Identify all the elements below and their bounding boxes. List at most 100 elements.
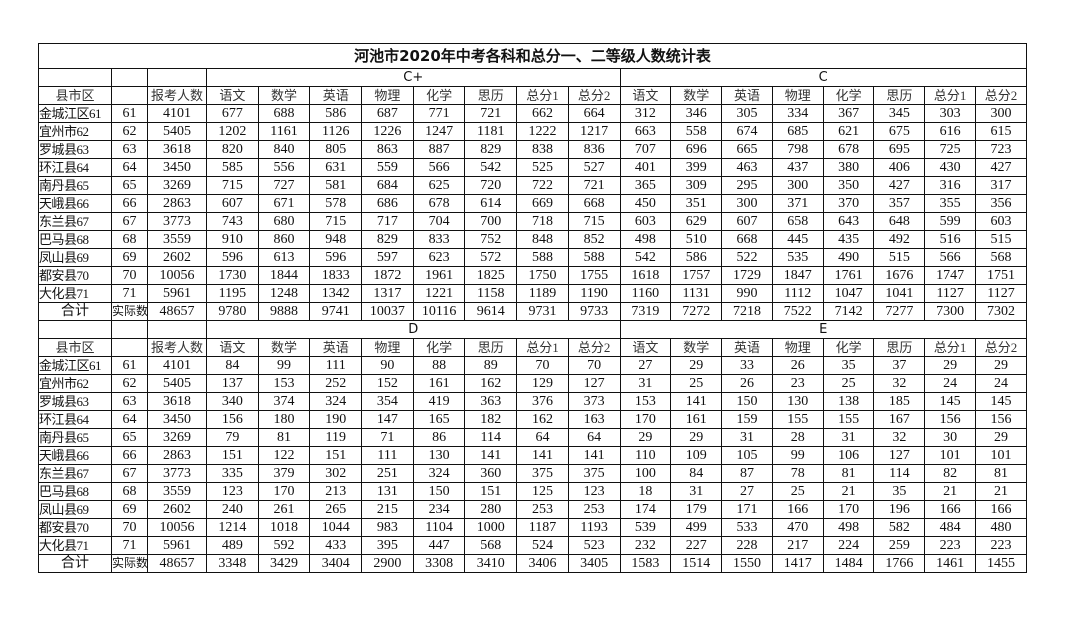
grade-count: 515	[975, 230, 1027, 249]
grade-count: 162	[464, 374, 518, 393]
grade-count: 145	[975, 392, 1027, 411]
grade-count: 64	[567, 428, 621, 447]
table-title: 河池市2020年中考各科和总分一、二等级人数统计表	[38, 43, 1027, 69]
county-code: 66	[111, 446, 148, 465]
grade-count: 150	[721, 392, 773, 411]
grade-count: 9731	[516, 302, 569, 321]
grade-count: 379	[257, 464, 311, 483]
header-applicants: 报考人数	[147, 338, 207, 357]
header-subject: 总分2	[975, 86, 1027, 105]
grade-count: 153	[619, 392, 672, 411]
grade-count: 1041	[873, 284, 926, 303]
county-code: 69	[111, 248, 148, 267]
grade-count: 723	[975, 140, 1027, 159]
applicants-count: 3450	[147, 410, 207, 429]
county-name: 巴马县68	[38, 482, 112, 501]
grade-count: 223	[975, 536, 1027, 555]
total-row: 合计 实际数 48657 3348 3429 3404 2900 3308 3410 3406 34…	[38, 554, 1027, 573]
applicants-count: 2602	[147, 500, 207, 519]
grade-count: 29	[924, 356, 977, 375]
table-row: 凤山县69 69 2602 596 613 596 597 623 572 588 588 542 58…	[38, 248, 1027, 267]
grade-count: 686	[361, 194, 414, 213]
grade-count: 3405	[567, 554, 621, 573]
grade-count: 21	[924, 482, 977, 501]
grade-count: 1189	[516, 284, 569, 303]
grade-count: 1248	[257, 284, 311, 303]
grade-count: 300	[721, 194, 773, 213]
grade-count: 174	[619, 500, 672, 519]
header-subject: 总分1	[516, 338, 569, 357]
grade-count: 141	[567, 446, 621, 465]
applicants-count: 48657	[147, 554, 207, 573]
grade-count: 64	[516, 428, 569, 447]
grade-count: 99	[257, 356, 311, 375]
grade-count: 151	[206, 446, 259, 465]
grade-count: 106	[822, 446, 875, 465]
grade-count: 695	[873, 140, 926, 159]
grade-count: 662	[516, 104, 569, 123]
grade-count: 1455	[975, 554, 1027, 573]
header-subject: 数学	[670, 86, 723, 105]
grade-count: 25	[822, 374, 875, 393]
grade-count: 1127	[924, 284, 977, 303]
applicants-count: 3559	[147, 230, 207, 249]
empty-cell	[111, 320, 148, 339]
grade-count: 1221	[412, 284, 466, 303]
grade-count: 566	[924, 248, 977, 267]
grade-count: 427	[975, 158, 1027, 177]
grade-count: 1618	[619, 266, 672, 285]
county-name: 大化县71	[38, 536, 112, 555]
grade-count: 427	[873, 176, 926, 195]
grade-count: 558	[670, 122, 723, 141]
grade-header: E	[619, 320, 1027, 339]
applicants-count: 2863	[147, 194, 207, 213]
county-name: 环江县64	[38, 158, 112, 177]
grade-count: 585	[206, 158, 259, 177]
grade-count: 435	[822, 230, 875, 249]
grade-count: 31	[670, 482, 723, 501]
county-code: 62	[111, 374, 148, 393]
grade-count: 21	[822, 482, 875, 501]
grade-count: 114	[464, 428, 518, 447]
grade-count: 10037	[361, 302, 414, 321]
grade-count: 1751	[975, 266, 1027, 285]
grade-count: 29	[670, 428, 723, 447]
grade-count: 84	[670, 464, 723, 483]
grade-count: 582	[873, 518, 926, 537]
grade-count: 26	[721, 374, 773, 393]
grade-count: 33	[721, 356, 773, 375]
header-subject: 数学	[670, 338, 723, 357]
grade-count: 1187	[516, 518, 569, 537]
header-subject: 总分2	[567, 86, 621, 105]
grade-count: 159	[721, 410, 773, 429]
grade-count: 1190	[567, 284, 621, 303]
grade-count: 3406	[516, 554, 569, 573]
header-subject: 语文	[619, 338, 672, 357]
grade-count: 131	[361, 482, 414, 501]
grade-count: 707	[619, 140, 672, 159]
grade-count: 110	[619, 446, 672, 465]
grade-count: 163	[567, 410, 621, 429]
county-name: 大化县71	[38, 284, 112, 303]
grade-count: 335	[206, 464, 259, 483]
grade-count: 35	[822, 356, 875, 375]
grade-count: 101	[975, 446, 1027, 465]
grade-count: 489	[206, 536, 259, 555]
applicants-count: 5961	[147, 536, 207, 555]
grade-count: 625	[412, 176, 466, 195]
grade-count: 137	[206, 374, 259, 393]
grade-count: 156	[975, 410, 1027, 429]
grade-count: 18	[619, 482, 672, 501]
grade-count: 406	[873, 158, 926, 177]
table-row: 凤山县69 69 2602 240 261 265 215 234 280 253 253 174 17…	[38, 500, 1027, 519]
grade-count: 24	[975, 374, 1027, 393]
grade-count: 675	[873, 122, 926, 141]
grade-count: 1417	[771, 554, 824, 573]
grade-count: 700	[464, 212, 518, 231]
grade-count: 196	[873, 500, 926, 519]
applicants-count: 2863	[147, 446, 207, 465]
grade-count: 668	[567, 194, 621, 213]
county-name: 环江县64	[38, 410, 112, 429]
grade-count: 1761	[822, 266, 875, 285]
grade-count: 1825	[464, 266, 518, 285]
